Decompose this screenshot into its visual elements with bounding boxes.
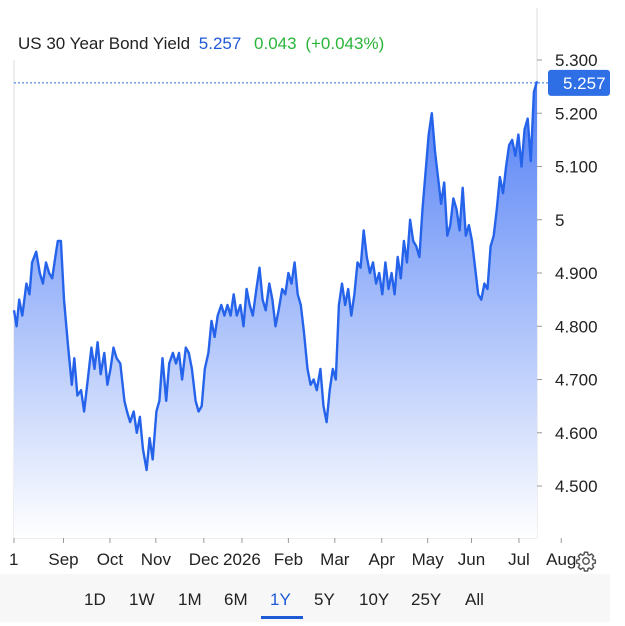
range-selector: 1D 1W 1M 6M 1Y 5Y 10Y 25Y All	[0, 574, 610, 622]
y-tick-label: 5.200	[555, 104, 598, 123]
range-6m[interactable]: 6M	[224, 590, 248, 609]
x-tick-label: May	[412, 550, 445, 569]
x-tick-label: Sep	[48, 550, 78, 569]
range-1y[interactable]: 1Y	[270, 590, 291, 609]
y-tick-label: 5.100	[555, 158, 598, 177]
x-tick-label: Nov	[141, 550, 172, 569]
x-tick-label: Feb	[274, 550, 303, 569]
gear-icon[interactable]	[575, 550, 597, 572]
yield-line	[12, 80, 539, 472]
y-axis-ticks: 5.300 5.200 5.100 5 4.900 4.800 4.700 4.600 4.50…	[537, 51, 598, 496]
instrument-title: US 30 Year Bond Yield	[18, 34, 191, 53]
price-badge: 5.257	[548, 69, 610, 96]
price-badge-text: 5.257	[563, 74, 606, 93]
range-10y[interactable]: 10Y	[359, 590, 390, 609]
x-tick-label: 1	[9, 550, 18, 569]
x-tick-label: Apr	[369, 550, 396, 569]
range-1w[interactable]: 1W	[129, 590, 155, 609]
range-1d[interactable]: 1D	[84, 590, 106, 609]
price-badge-box	[548, 69, 610, 96]
range-1m[interactable]: 1M	[178, 590, 202, 609]
range-5y[interactable]: 5Y	[314, 590, 335, 609]
x-tick-label: Aug	[546, 550, 576, 569]
y-tick-label: 4.800	[555, 317, 598, 336]
change-percent: (+0.043%)	[305, 34, 385, 53]
range-all[interactable]: All	[465, 590, 484, 609]
change-value: 0.043	[254, 34, 297, 53]
x-tick-label: 2026	[223, 550, 261, 569]
x-tick-label: Jun	[458, 550, 485, 569]
x-tick-label: Jul	[508, 550, 530, 569]
y-tick-label: 4.900	[555, 264, 598, 283]
x-tick-label: Oct	[97, 550, 124, 569]
last-value: 5.257	[198, 34, 242, 53]
x-tick-label: Mar	[320, 550, 350, 569]
y-tick-label: 4.600	[555, 424, 598, 443]
y-tick-label: 5	[555, 211, 564, 230]
yield-area	[14, 81, 537, 539]
x-axis-ticks: 1 Sep Oct Nov Dec 2026 Feb Mar Apr May Jun Jul Aug	[9, 538, 576, 569]
chart-header: US 30 Year Bond Yield 5.257 0.043 (+0.04…	[18, 34, 384, 54]
gear-icon-glyph	[575, 551, 597, 572]
y-tick-label: 4.700	[555, 371, 598, 390]
x-tick-label: Dec	[189, 550, 220, 569]
y-tick-label: 4.500	[555, 477, 598, 496]
range-25y[interactable]: 25Y	[411, 590, 442, 609]
y-tick-label: 5.300	[555, 51, 598, 70]
active-range-indicator	[261, 616, 303, 619]
